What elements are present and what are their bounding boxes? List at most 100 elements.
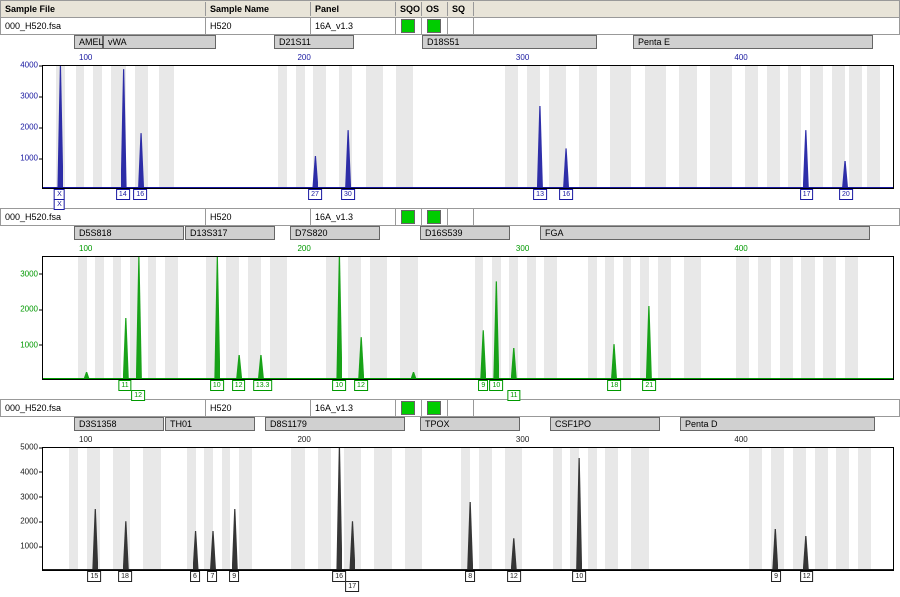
column-header: Panel: [311, 2, 396, 16]
allele-bin: [270, 257, 287, 379]
allele-bin: [396, 66, 413, 188]
allele-bin: [588, 257, 597, 379]
peak: [578, 458, 580, 570]
peak: [94, 509, 96, 570]
allele-call: 17: [800, 189, 814, 200]
allele-call: 15: [88, 571, 102, 582]
allele-bin: [239, 448, 252, 570]
allele-call: 27: [308, 189, 322, 200]
peak: [613, 344, 615, 379]
allele-call: 11: [507, 390, 520, 401]
allele-call: 7: [207, 571, 217, 582]
allele-bin: [159, 66, 174, 188]
allele-call: 9: [771, 571, 781, 582]
allele-bin: [610, 66, 632, 188]
allele-call: 6: [190, 571, 200, 582]
allele-bin: [549, 66, 566, 188]
peak: [482, 330, 484, 379]
allele-bin: [815, 448, 828, 570]
peak: [539, 106, 541, 188]
allele-call: 9: [478, 380, 488, 391]
allele-bin: [318, 448, 331, 570]
allele-call: 14: [116, 189, 130, 200]
plot-area: [42, 256, 894, 380]
sample-info-row: 000_H520.fsaH52016A_v1.3: [0, 399, 900, 417]
x-tick-label: 200: [297, 435, 310, 444]
allele-bin: [527, 257, 536, 379]
sample-info-cell: 000_H520.fsa: [1, 209, 206, 225]
y-tick-label: 3000: [20, 492, 38, 501]
allele-bin: [76, 66, 85, 188]
allele-bin: [823, 257, 836, 379]
allele-call: 30: [341, 189, 355, 200]
x-tick-label: 400: [734, 244, 747, 253]
allele-bin: [405, 448, 422, 570]
peak: [469, 502, 471, 570]
plot-area: [42, 447, 894, 571]
loci-row: AMELvWAD21S11D18S51Penta E: [0, 35, 900, 51]
allele-call: 16: [559, 189, 573, 200]
allele-bin: [758, 257, 771, 379]
locus-label: D3S1358: [74, 417, 164, 431]
allele-bin: [849, 66, 862, 188]
allele-bin: [679, 66, 696, 188]
locus-label: D8S1179: [265, 417, 405, 431]
allele-bin: [553, 448, 562, 570]
plot-area: [42, 65, 894, 189]
allele-call: X: [54, 199, 65, 210]
peak: [774, 529, 776, 570]
allele-bin: [366, 66, 383, 188]
x-axis: 100200300400: [42, 435, 894, 447]
locus-label: FGA: [540, 226, 870, 240]
allele-call: 11: [118, 380, 131, 391]
peak: [125, 318, 127, 379]
allele-call: 9: [229, 571, 239, 582]
peak: [495, 281, 497, 379]
locus-label: D16S539: [420, 226, 510, 240]
peak: [140, 133, 142, 188]
allele-bin: [810, 66, 823, 188]
allele-bin: [858, 448, 871, 570]
allele-call: 12: [232, 380, 246, 391]
peak: [216, 257, 218, 379]
y-tick-label: 4000: [20, 467, 38, 476]
y-tick-label: 1000: [20, 542, 38, 551]
electropherogram-chart: 1000200030004000100200300400XX1416273013…: [2, 53, 898, 203]
allele-bin: [658, 257, 671, 379]
peak: [238, 355, 240, 379]
peak: [212, 531, 214, 570]
sq-status: [448, 18, 474, 34]
electropherogram-chart: 1000200030004000500010020030040015186791…: [2, 435, 898, 585]
y-tick-label: 2000: [20, 517, 38, 526]
sample-info-cell: 000_H520.fsa: [1, 18, 206, 34]
column-header: Sample File: [1, 2, 206, 16]
column-header: OS: [422, 2, 448, 16]
allele-call: 10: [210, 380, 224, 391]
allele-call-row: XX1416273013161720: [42, 189, 894, 203]
y-axis: 100020003000: [2, 256, 40, 380]
locus-label: TH01: [165, 417, 255, 431]
locus-label: D18S51: [422, 35, 597, 49]
allele-bin: [544, 257, 557, 379]
allele-call: 13: [533, 189, 547, 200]
allele-call: 8: [465, 571, 475, 582]
peak: [314, 156, 316, 188]
allele-bin: [684, 257, 701, 379]
column-header: SQO: [396, 2, 422, 16]
y-tick-label: 2000: [20, 305, 38, 314]
x-tick-label: 400: [734, 53, 747, 62]
sample-info-cell: H520: [206, 400, 311, 416]
electropherogram-chart: 1000200030001002003004001112101213.31012…: [2, 244, 898, 394]
peak: [413, 372, 415, 379]
allele-bin: [780, 257, 793, 379]
sample-info-cell: 16A_v1.3: [311, 400, 396, 416]
y-axis: 10002000300040005000: [2, 447, 40, 571]
sqo-status: [396, 209, 422, 225]
allele-call: 18: [607, 380, 621, 391]
allele-bin: [148, 257, 157, 379]
allele-call-row: 1518679161781210912: [42, 571, 894, 585]
allele-bin: [710, 66, 732, 188]
peak: [260, 355, 262, 379]
allele-bin: [278, 66, 287, 188]
sample-info-cell: H520: [206, 209, 311, 225]
